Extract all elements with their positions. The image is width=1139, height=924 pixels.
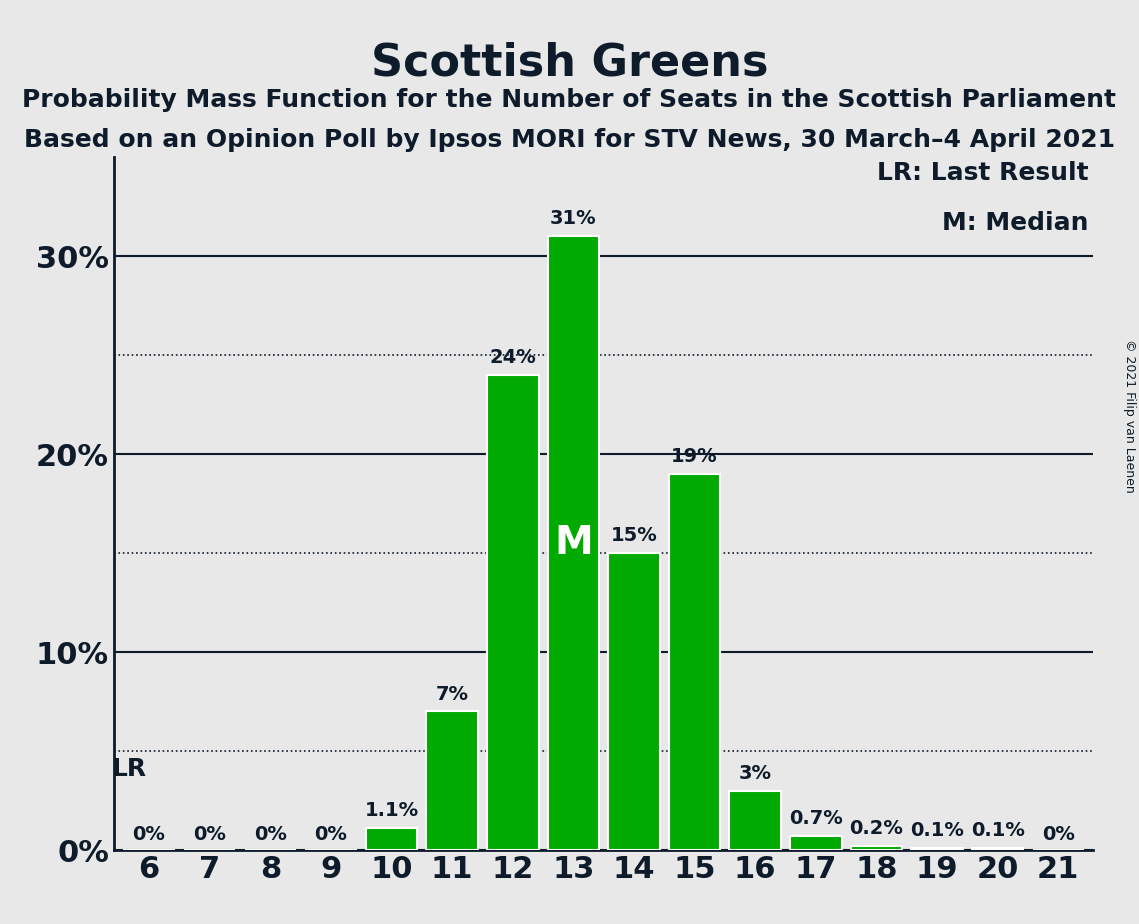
Text: 31%: 31% <box>550 210 597 228</box>
Bar <box>366 828 417 850</box>
Text: 0%: 0% <box>1042 825 1075 845</box>
Bar <box>608 553 659 850</box>
Text: M: Median: M: Median <box>942 211 1089 235</box>
Bar <box>669 474 720 850</box>
Text: 0%: 0% <box>254 825 287 845</box>
Bar <box>972 848 1024 850</box>
Text: 0%: 0% <box>194 825 227 845</box>
Bar <box>729 791 781 850</box>
Bar <box>911 848 962 850</box>
Text: 0.7%: 0.7% <box>789 809 843 828</box>
Text: Based on an Opinion Poll by Ipsos MORI for STV News, 30 March–4 April 2021: Based on an Opinion Poll by Ipsos MORI f… <box>24 128 1115 152</box>
Bar <box>487 375 539 850</box>
Text: LR: Last Result: LR: Last Result <box>877 161 1089 185</box>
Text: 0.1%: 0.1% <box>970 821 1025 840</box>
Text: 0%: 0% <box>132 825 165 845</box>
Text: 19%: 19% <box>671 447 718 466</box>
Text: Scottish Greens: Scottish Greens <box>371 42 768 85</box>
Bar <box>426 711 478 850</box>
Text: LR: LR <box>112 757 147 781</box>
Text: 3%: 3% <box>739 764 772 783</box>
Text: 24%: 24% <box>490 348 536 367</box>
Bar <box>548 237 599 850</box>
Text: M: M <box>554 524 592 562</box>
Text: 0.1%: 0.1% <box>910 821 964 840</box>
Text: 7%: 7% <box>435 685 468 703</box>
Text: 0.2%: 0.2% <box>850 820 903 838</box>
Text: 15%: 15% <box>611 526 657 545</box>
Bar <box>851 846 902 850</box>
Text: Probability Mass Function for the Number of Seats in the Scottish Parliament: Probability Mass Function for the Number… <box>23 88 1116 112</box>
Text: © 2021 Filip van Laenen: © 2021 Filip van Laenen <box>1123 339 1137 492</box>
Text: 0%: 0% <box>314 825 347 845</box>
Bar <box>790 836 842 850</box>
Text: 1.1%: 1.1% <box>364 801 418 821</box>
